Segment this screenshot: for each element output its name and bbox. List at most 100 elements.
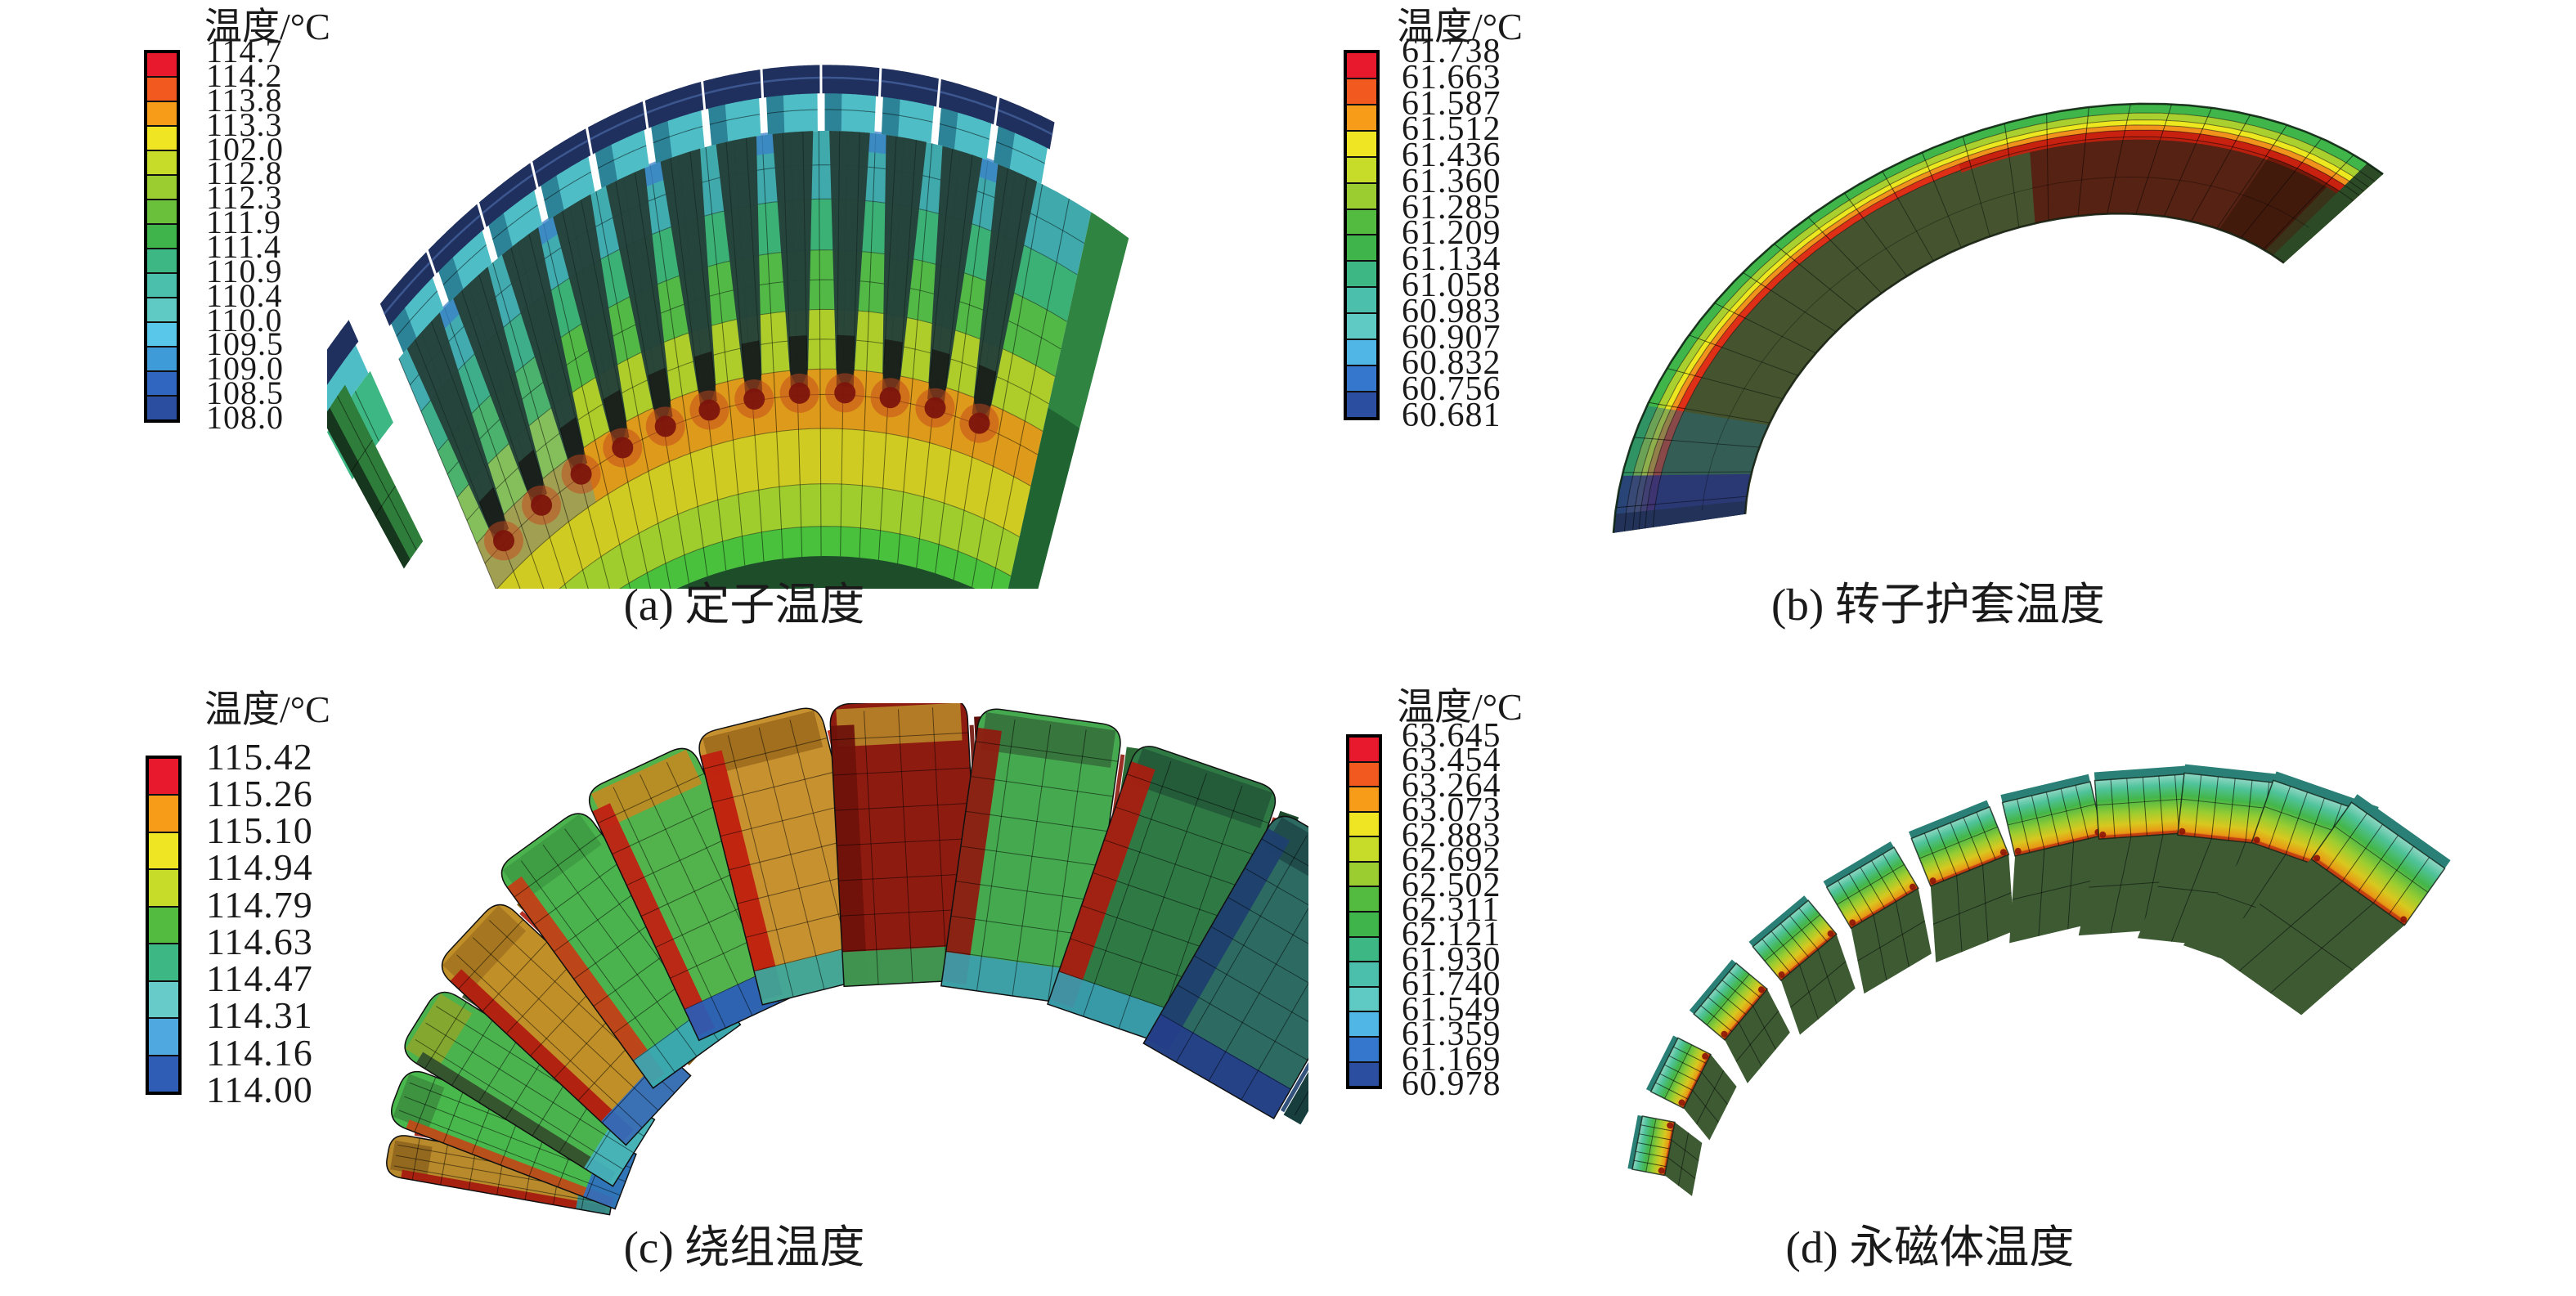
legend-segment [1347,260,1376,287]
legend-label: 61.285 [1402,188,1501,226]
legend-label: 61.512 [1402,110,1501,149]
legend-label: 60.681 [1402,396,1501,434]
legend-label: 63.645 [1402,716,1501,755]
legend-label: 63.454 [1402,742,1501,780]
legend-segment [149,943,178,980]
legend-label: 111.4 [206,227,282,265]
legend-label: 109.5 [206,325,284,363]
legend-segment [1347,390,1376,417]
legend-label: 115.10 [206,809,313,852]
legend-label: 108.5 [206,374,284,412]
legend-label: 108.0 [206,399,284,436]
legend-bar-b [1344,50,1380,420]
colorbar-title-c: 温度/°C [204,688,330,730]
legend-label: 112.8 [206,155,283,192]
legend-label: 61.738 [1402,32,1501,70]
legend-label: 61.058 [1402,267,1501,304]
legend-segment [1347,234,1376,261]
legend-segment [147,223,177,248]
legend-label: 114.31 [206,994,313,1037]
legend-segment [149,794,178,832]
legend-label: 60.907 [1402,318,1501,357]
legend-segment [149,831,178,869]
legend-segment [147,346,177,370]
colorbar-title-a: 温度/°C [204,6,330,47]
legend-segment [149,1054,178,1092]
legend-bar-a [144,50,180,423]
legend-segment [1347,129,1376,156]
legend-label: 61.930 [1402,940,1501,979]
legend-label: 112.3 [206,179,283,217]
legend-label: 114.63 [206,920,313,962]
legend-bar-d [1346,734,1382,1089]
legend-segment [1347,208,1376,235]
legend-label: 62.121 [1402,916,1501,954]
legend-label: 114.16 [206,1031,313,1074]
legend-label: 61.169 [1402,1040,1501,1079]
legend-segment [1349,738,1379,761]
legend-segment [1349,1035,1379,1061]
legend-label: 114.7 [206,33,283,70]
legend-label: 62.502 [1402,866,1501,904]
legend-segment [147,297,177,321]
legend-label: 115.26 [206,772,313,814]
colorbar-title-d: 温度/°C [1397,686,1523,728]
rotor-sleeve-contour-plot [1612,102,2384,533]
legend-segment [149,1017,178,1055]
legend-label: 61.663 [1402,58,1501,96]
legend-segment [1347,339,1376,365]
caption-b: (b) 转子护套温度 [1771,580,2105,630]
legend-segment [1347,365,1376,391]
legend-segment [1349,911,1379,936]
legend-label: 114.00 [206,1068,313,1110]
legend-label: 61.549 [1402,990,1501,1029]
legend-label: 60.983 [1402,292,1501,330]
legend-label: 110.9 [206,252,283,289]
legend-segment [1349,786,1379,811]
legend-label: 61.587 [1402,84,1501,123]
legend-segment [1349,1011,1379,1036]
legend-label: 61.360 [1402,162,1501,200]
magnet-contour-plot [1627,764,2451,1196]
legend-segment [147,199,177,223]
winding-contour-plot [386,703,1308,1216]
legend-label: 60.756 [1402,370,1501,409]
legend-segment [147,150,177,174]
legend-segment [1349,760,1379,787]
legend-label: 114.79 [206,883,313,926]
legend-segment [1347,182,1376,209]
legend-label: 113.3 [206,105,283,143]
magnet-blocks [1627,764,2451,1196]
caption-a: (a) 定子温度 [623,580,865,630]
legend-segment [1349,886,1379,912]
legend-segment [1349,985,1379,1011]
legend-label: 61.209 [1402,214,1501,253]
legend-label: 109.0 [206,350,284,388]
legend-segment [1347,77,1376,104]
legend-label: 60.978 [1402,1065,1501,1103]
caption-c: (c) 绕组温度 [623,1222,865,1272]
legend-segment [1347,155,1376,182]
legend-label: 113.8 [206,81,283,119]
legend-segment [1349,961,1379,986]
legend-segment [147,395,177,419]
legend-segment [147,248,177,272]
legend-segment [1349,860,1379,886]
legend-label: 115.42 [206,735,313,778]
legend-label: 61.359 [1402,1016,1501,1053]
legend-segment [1349,810,1379,836]
legend-segment [147,272,177,297]
legend-label: 110.0 [206,301,283,339]
legend-segment [147,174,177,199]
legend-segment [149,980,178,1018]
legend-label: 63.073 [1402,792,1501,830]
legend-label: 114.2 [206,56,283,94]
legend-segment [147,101,177,125]
legend-label: 61.436 [1402,137,1501,174]
legend-label: 114.94 [206,846,313,889]
legend-bar-c [146,756,182,1095]
legend-label: 111.9 [206,204,282,241]
legend-segment [149,905,178,944]
legend-segment [149,759,178,795]
